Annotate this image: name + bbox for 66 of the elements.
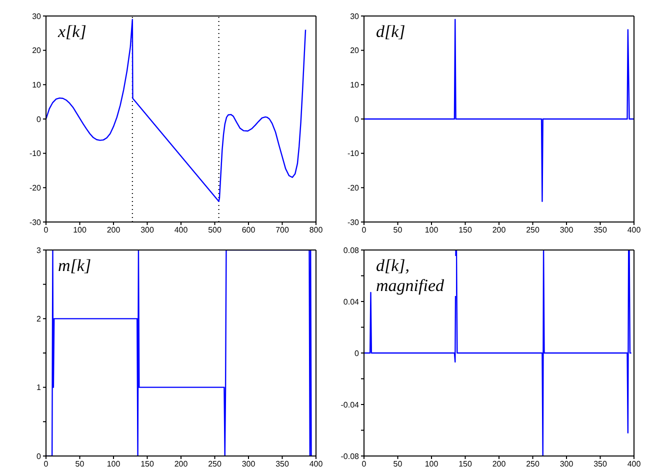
line-series	[46, 18, 306, 202]
x-tick-label: 250	[526, 226, 540, 235]
x-tick-label: 150	[458, 460, 472, 469]
y-tick-label: 0	[36, 452, 42, 461]
x-tick-label: 0	[362, 460, 367, 469]
y-tick-label: 0.04	[343, 297, 360, 306]
y-tick-label: 30	[32, 12, 42, 21]
x-tick-label: 200	[492, 460, 506, 469]
x-tick-label: 100	[106, 460, 121, 469]
y-tick-label: -0.04	[340, 400, 360, 410]
x-tick-label: 150	[458, 226, 472, 235]
y-tick-label: 20	[32, 46, 42, 56]
line-series	[364, 18, 634, 202]
x-tick-label: 350	[594, 460, 608, 469]
y-tick-label: 30	[350, 12, 360, 21]
y-tick-label: 1	[36, 383, 42, 392]
y-tick-label: -30	[29, 218, 42, 227]
x-tick-label: 700	[276, 226, 290, 235]
x-tick-label: 300	[560, 460, 574, 469]
y-tick-label: -20	[347, 184, 360, 193]
x-tick-label: 200	[174, 460, 188, 469]
x-tick-label: 0	[44, 226, 49, 235]
x-tick-label: 400	[627, 226, 642, 235]
y-tick-label: 0	[354, 114, 360, 124]
y-tick-label: -30	[347, 218, 360, 227]
y-tick-label: 0	[36, 114, 42, 124]
y-tick-label: -10	[29, 149, 42, 158]
y-tick-label: 10	[350, 80, 360, 90]
x-tick-label: 100	[424, 460, 439, 469]
y-tick-label: -0.08	[340, 452, 360, 461]
x-tick-label: 150	[140, 460, 154, 469]
x-tick-label: 400	[174, 226, 188, 235]
x-tick-label: 400	[309, 460, 324, 469]
y-tick-label: 2	[36, 314, 42, 324]
x-tick-label: 200	[492, 226, 506, 235]
y-tick-label: 3	[36, 246, 42, 255]
x-tick-label: 350	[276, 460, 290, 469]
annotation: d[k], magnified	[376, 256, 456, 296]
x-tick-label: 300	[140, 226, 154, 235]
x-tick-label: 200	[106, 226, 121, 235]
y-tick-label: 0	[354, 348, 360, 358]
line-series	[364, 250, 632, 456]
x-tick-label: 400	[627, 460, 642, 469]
x-tick-label: 0	[362, 226, 367, 235]
x-tick-label: 600	[242, 226, 256, 235]
x-tick-label: 500	[208, 226, 222, 235]
y-tick-label: -20	[29, 184, 42, 193]
y-tick-label: 10	[32, 80, 42, 90]
x-tick-label: 300	[242, 460, 256, 469]
x-tick-label: 50	[393, 460, 403, 469]
annotation: m[k]	[58, 256, 92, 276]
annotation: d[k]	[376, 22, 406, 42]
x-tick-label: 250	[526, 460, 540, 469]
x-tick-label: 100	[424, 226, 439, 235]
x-tick-label: 0	[44, 460, 49, 469]
x-tick-label: 50	[393, 226, 403, 235]
y-tick-label: 0.08	[343, 246, 360, 255]
y-tick-label: 20	[350, 46, 360, 56]
x-tick-label: 300	[560, 226, 574, 235]
x-tick-label: 100	[73, 226, 87, 235]
annotation: x[k]	[58, 22, 86, 42]
y-tick-label: -10	[347, 149, 360, 158]
x-tick-label: 800	[309, 226, 324, 235]
x-tick-label: 350	[594, 226, 608, 235]
x-tick-label: 50	[75, 460, 85, 469]
x-tick-label: 250	[208, 460, 222, 469]
